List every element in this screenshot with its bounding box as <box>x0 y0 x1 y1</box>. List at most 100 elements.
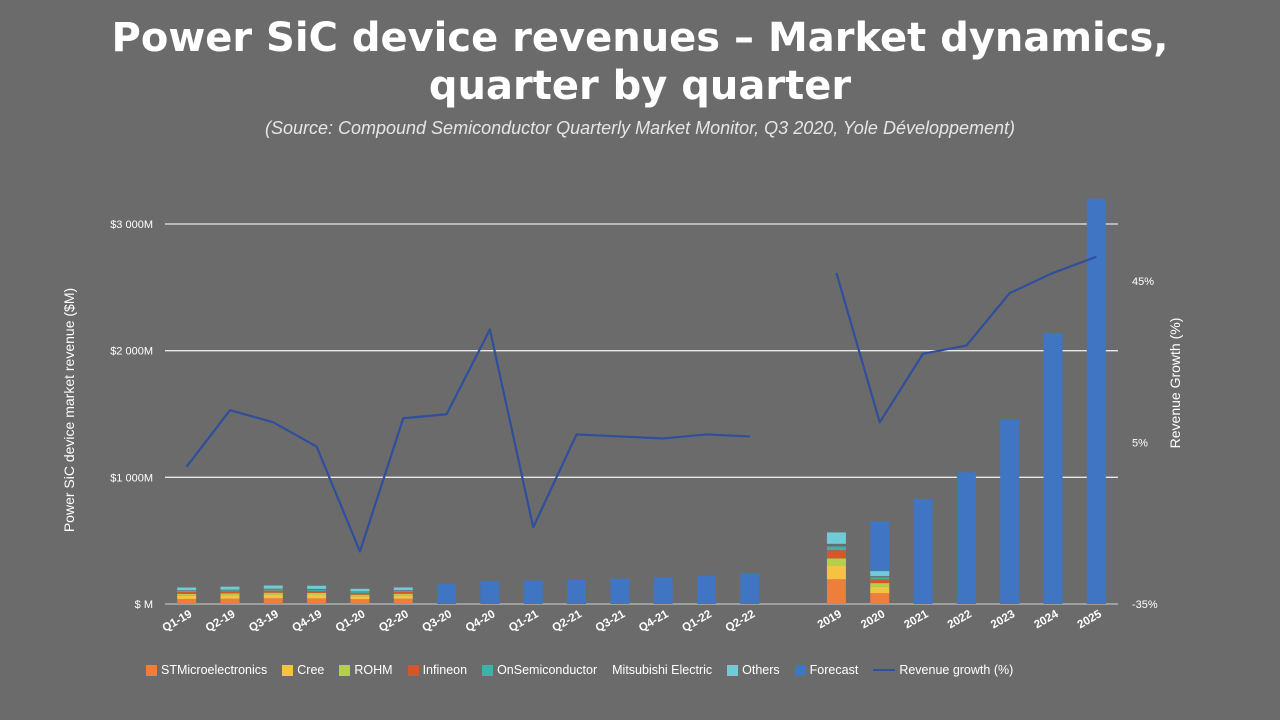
bar-segment <box>826 579 846 604</box>
x-tick-label: 2020 <box>859 608 887 631</box>
legend-item: Infineon <box>407 663 468 677</box>
bar-segment <box>263 598 283 604</box>
x-tick-label: Q2-22 <box>724 608 758 634</box>
x-tick-label: 2023 <box>989 608 1017 631</box>
bar-segment <box>1086 198 1106 604</box>
title-line-1: Power SiC device revenues – Market dynam… <box>111 15 1169 61</box>
bar-segment <box>177 591 197 594</box>
legend-swatch <box>727 664 739 676</box>
bar-segment <box>956 472 976 604</box>
bar-segment <box>307 598 327 604</box>
bar-segment <box>826 558 846 566</box>
y2-axis-label: Revenue Growth (%) <box>1167 318 1183 449</box>
legend-item: ROHM <box>339 663 393 677</box>
growth-line-segment <box>185 328 750 553</box>
bar-segment <box>350 599 370 604</box>
bar-segment <box>350 588 370 592</box>
legend-label: Forecast <box>809 663 859 677</box>
x-tick-label: Q2-20 <box>377 608 411 634</box>
bar-segment <box>870 586 890 594</box>
bar-segment <box>177 593 197 596</box>
bar-segment <box>307 595 327 599</box>
bar-segment <box>350 596 370 600</box>
y-axis-label: Power SiC device market revenue ($M) <box>61 288 77 532</box>
bar-segment <box>307 585 327 589</box>
x-tick-label: Q2-21 <box>550 608 584 635</box>
x-tick-label: Q1-20 <box>334 608 368 634</box>
x-tick-label: Q1-19 <box>160 608 194 634</box>
x-tick-label: Q4-19 <box>290 608 324 634</box>
x-tick-label: Q4-20 <box>464 608 498 634</box>
x-tick-label: Q3-20 <box>420 608 454 634</box>
bar-segment <box>220 586 240 590</box>
legend-label: Others <box>742 663 780 677</box>
bar-segment <box>870 571 890 577</box>
y-tick-label: $ M <box>135 599 153 611</box>
bar-segment <box>220 595 240 599</box>
bar-segment <box>826 532 846 544</box>
legend-item: Others <box>727 663 780 677</box>
legend-item: Forecast <box>794 663 859 677</box>
bar-segment <box>653 577 673 604</box>
bar-segment <box>870 576 890 578</box>
bar-segment <box>523 580 543 604</box>
legend-label: OnSemiconductor <box>497 663 598 677</box>
x-tick-label: Q1-21 <box>507 608 541 635</box>
bar-segment <box>263 592 283 595</box>
bar-segment <box>826 566 846 580</box>
bar-segment <box>826 543 846 547</box>
bar-segment <box>263 594 283 599</box>
legend-swatch <box>873 669 896 671</box>
legend-label: Mitsubishi Electric <box>612 663 713 677</box>
y2-tick-label: 5% <box>1132 438 1148 450</box>
bar-segment <box>870 583 890 587</box>
source-subtitle: (Source: Compound Semiconductor Quarterl… <box>264 118 1016 138</box>
bar-segment <box>480 581 500 604</box>
bar-segment <box>177 587 197 591</box>
legend-label: Infineon <box>422 663 468 677</box>
bar-segment <box>220 593 240 596</box>
title-line-2: quarter by quarter <box>428 63 852 109</box>
bar-segment <box>263 585 283 589</box>
legend-label: ROHM <box>354 663 393 677</box>
bar-segment <box>913 498 933 604</box>
x-tick-label: Q3-21 <box>594 608 628 635</box>
legend-label: STMicroelectronics <box>161 663 268 677</box>
legend-item: Mitsubishi Electric <box>612 663 712 677</box>
x-tick-label: 2025 <box>1076 608 1105 631</box>
y2-tick-label: 45% <box>1132 276 1154 288</box>
bar-segment <box>610 578 630 604</box>
bar-segment <box>307 589 327 591</box>
bar-segment <box>393 590 413 591</box>
bar-segment <box>350 591 370 593</box>
bar-segment <box>220 589 240 591</box>
bar-segment <box>393 590 413 592</box>
bar-segment <box>393 587 413 591</box>
bar-segment <box>393 591 413 594</box>
bar-segment <box>393 593 413 596</box>
legend-swatch <box>282 664 294 676</box>
legend-item: OnSemiconductor <box>482 663 597 677</box>
bar-segment <box>826 546 846 551</box>
x-tick-label: Q1-22 <box>680 608 714 634</box>
bar-segment <box>263 589 283 591</box>
legend-item: Revenue growth (%) <box>873 663 1013 677</box>
legend-label: Cree <box>297 663 325 677</box>
legend-swatch <box>339 664 351 676</box>
x-tick-label: 2024 <box>1032 608 1061 631</box>
bar-segment <box>263 590 283 593</box>
x-tick-label: 2019 <box>816 608 844 631</box>
bar-segment <box>696 575 716 604</box>
bar-segment <box>826 550 846 559</box>
bars <box>177 198 1106 604</box>
x-tick-label: Q4-21 <box>637 608 671 635</box>
legend-swatch <box>794 664 806 676</box>
growth-line <box>185 255 1097 553</box>
legend-swatch <box>407 664 419 676</box>
bar-segment <box>307 588 327 590</box>
legend-item: Cree <box>282 663 324 677</box>
bar-segment <box>307 592 327 596</box>
legend-swatch <box>482 664 494 676</box>
